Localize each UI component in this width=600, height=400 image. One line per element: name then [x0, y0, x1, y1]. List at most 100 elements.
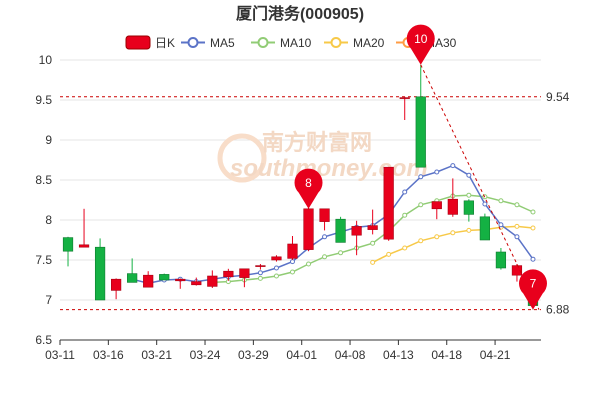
x-tick-label: 04-13: [383, 348, 414, 362]
reference-line-label: 9.54: [546, 90, 570, 104]
candle-body: [159, 274, 170, 281]
x-tick-label: 03-11: [45, 348, 75, 362]
ma20-point: [386, 251, 392, 257]
candle-body: [479, 216, 490, 241]
ma20-point: [418, 238, 424, 244]
watermark-logo-icon: [217, 133, 267, 183]
ma5-point: [289, 259, 295, 265]
candle-body: [319, 208, 330, 222]
x-tick-label: 03-29: [238, 348, 269, 362]
candle-body: [399, 97, 410, 99]
candle-body: [271, 256, 282, 261]
legend-label: MA10: [280, 36, 312, 50]
ma10-point: [273, 273, 279, 279]
y-tick-label: 9: [45, 133, 52, 147]
candle-body: [127, 273, 138, 283]
ma20-point: [434, 234, 440, 240]
candle-body: [511, 265, 523, 276]
candle-body: [191, 281, 202, 286]
y-tick-label: 7: [45, 293, 52, 307]
ma10-point: [338, 250, 344, 256]
legend-candle-icon: [125, 35, 151, 50]
watermark-brand: 南方财富网: [262, 130, 372, 155]
candle-body: [495, 251, 507, 269]
reference-line-label: 6.88: [546, 303, 570, 317]
ma5-line: [132, 164, 534, 284]
ma5-point: [450, 163, 456, 169]
ma20-point: [514, 223, 520, 229]
ma5-point: [257, 270, 263, 276]
legend-marker-icon: [330, 37, 342, 48]
ma5-point: [498, 222, 504, 228]
candle-body: [223, 270, 234, 278]
candle-body: [335, 218, 346, 243]
ma5-point: [514, 234, 520, 240]
ma20-point: [370, 259, 376, 265]
ma5-point: [322, 234, 328, 240]
ma20-point: [466, 227, 472, 233]
ma10-point: [514, 202, 520, 208]
candle-body: [447, 198, 458, 215]
candle-body: [62, 237, 74, 252]
ma10-point: [498, 198, 504, 204]
candle-body: [239, 268, 250, 278]
ma5-point: [273, 265, 279, 271]
y-tick-label: 7.5: [35, 253, 52, 267]
candle-body: [287, 243, 298, 259]
x-tick-label: 03-24: [190, 348, 221, 362]
legend-label: 日K: [155, 36, 175, 50]
y-tick-label: 9.5: [35, 93, 52, 107]
x-tick-label: 03-16: [93, 348, 124, 362]
pin-marker-label: 8: [305, 176, 312, 190]
x-tick-label: 04-01: [286, 348, 317, 362]
candle-body: [383, 166, 394, 240]
legend-label: MA5: [210, 36, 235, 50]
y-tick-label: 8: [45, 213, 52, 227]
ma10-point: [418, 202, 424, 208]
chart-title: 厦门港务(000905): [236, 4, 364, 23]
ma5-point: [466, 172, 472, 178]
pin-marker-label: 7: [530, 277, 537, 291]
candle-body: [143, 274, 154, 288]
legend-marker-icon: [257, 37, 269, 48]
candle-body: [351, 226, 362, 236]
x-tick-label: 04-08: [335, 348, 366, 362]
ma10-point: [289, 269, 295, 275]
y-tick-label: 8.5: [35, 173, 52, 187]
ma5-point: [402, 189, 408, 195]
y-tick-label: 6.5: [35, 333, 52, 347]
pin-marker-icon: [294, 168, 323, 209]
legend-marker-icon: [187, 37, 199, 48]
candle-body: [255, 265, 266, 267]
ma10-point: [530, 209, 536, 215]
ma10-point: [322, 254, 328, 260]
candle-body: [303, 208, 314, 250]
ma10-point: [402, 212, 408, 218]
pin-marker-label: 10: [414, 32, 428, 46]
ma5-point: [530, 256, 536, 262]
candle-body: [175, 278, 186, 282]
ma20-point: [402, 245, 408, 251]
watermark-domain: southmoney.com: [230, 155, 428, 182]
candle-body: [94, 246, 106, 301]
ma5-point: [434, 169, 440, 175]
candle-body: [463, 200, 474, 215]
candle-body: [111, 278, 122, 291]
candle-body: [207, 275, 218, 287]
candle-body: [78, 244, 90, 248]
x-tick-label: 04-21: [480, 348, 511, 362]
ma20-point: [530, 225, 536, 231]
ma10-point: [306, 261, 312, 267]
ma10-point: [257, 275, 263, 281]
y-tick-label: 10: [39, 53, 53, 67]
candle-body: [415, 96, 426, 168]
x-tick-label: 04-18: [431, 348, 462, 362]
ma5-point: [418, 174, 424, 180]
ma10-point: [466, 192, 472, 198]
candle-body: [431, 201, 442, 210]
pin-marker-icon: [406, 24, 435, 65]
pin-marker-icon: [518, 269, 547, 310]
ma5-point: [482, 201, 488, 207]
